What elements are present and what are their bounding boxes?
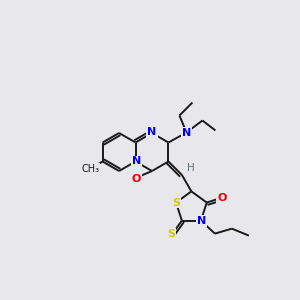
Text: N: N (197, 216, 206, 226)
Text: O: O (131, 174, 141, 184)
Text: S: S (172, 198, 180, 208)
Text: N: N (132, 157, 141, 166)
Text: CH₃: CH₃ (81, 164, 100, 173)
Text: O: O (218, 193, 227, 203)
Text: H: H (187, 163, 195, 173)
Text: S: S (167, 229, 175, 239)
Text: N: N (147, 127, 157, 137)
Text: N: N (182, 128, 191, 137)
